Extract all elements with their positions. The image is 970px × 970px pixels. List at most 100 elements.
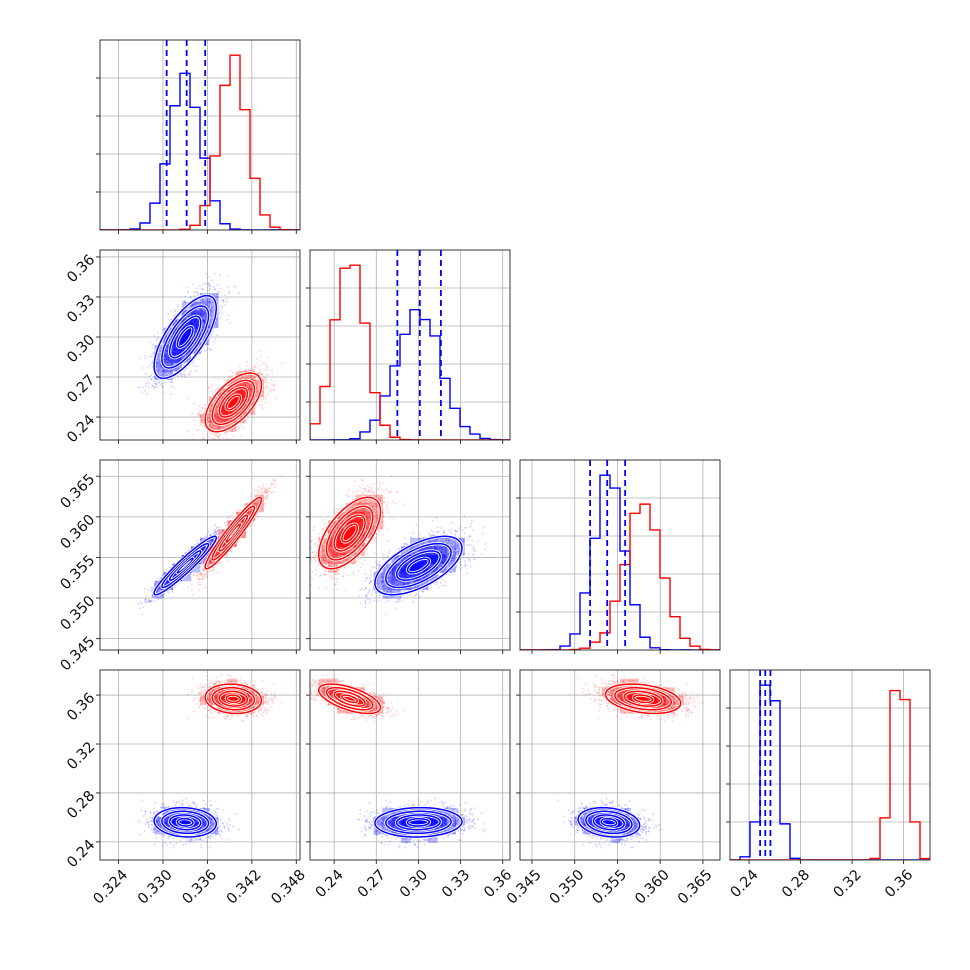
panel-content <box>100 40 300 230</box>
scatter-point <box>157 372 160 375</box>
scatter-point <box>221 312 224 314</box>
scatter-point <box>197 307 200 310</box>
scatter-point <box>196 302 199 304</box>
scatter-point <box>208 306 210 309</box>
scatter-point <box>205 303 208 306</box>
scatter-point <box>255 385 258 388</box>
scatter-point <box>155 365 158 367</box>
panel-1-0 <box>96 249 301 444</box>
scatter-point <box>249 383 252 386</box>
scatter-point <box>156 381 159 384</box>
scatter-point <box>214 434 217 436</box>
scatter-point <box>249 385 251 387</box>
scatter-point <box>183 372 185 375</box>
scatter-point <box>216 419 219 422</box>
scatter-point <box>265 381 267 383</box>
scatter-point <box>155 382 157 385</box>
scatter-point <box>209 309 212 312</box>
density-cell <box>227 414 237 424</box>
scatter-point <box>261 398 264 401</box>
scatter-point <box>217 284 219 286</box>
scatter-point <box>206 330 209 333</box>
scatter-point <box>158 360 161 362</box>
scatter-point <box>214 412 217 415</box>
scatter-point <box>223 378 225 381</box>
scatter-point <box>213 288 216 291</box>
scatter-point <box>256 383 258 385</box>
scatter-point <box>142 386 145 389</box>
density-cell <box>200 310 210 320</box>
scatter-point <box>213 413 216 416</box>
scatter-point <box>261 390 264 393</box>
scatter-point <box>205 273 208 276</box>
scatter-point <box>240 371 243 373</box>
scatter-point <box>213 390 216 393</box>
scatter-point <box>192 303 194 306</box>
scatter-point <box>170 310 173 312</box>
scatter-point <box>261 407 264 410</box>
scatter-point <box>210 538 213 541</box>
scatter-point <box>215 417 218 420</box>
scatter-point <box>198 414 201 416</box>
scatter-point <box>180 314 183 316</box>
scatter-point <box>153 376 156 379</box>
scatter-point <box>247 384 250 387</box>
scatter-point <box>202 413 205 416</box>
scatter-point <box>207 386 210 389</box>
scatter-point <box>202 422 205 424</box>
scatter-point <box>216 419 219 422</box>
scatter-point <box>226 379 229 382</box>
scatter-point <box>264 368 267 371</box>
contour-line <box>153 294 218 380</box>
scatter-point <box>212 424 215 427</box>
scatter-point <box>228 376 231 379</box>
scatter-point <box>216 411 219 414</box>
scatter-point <box>166 370 169 372</box>
scatter-point <box>217 296 220 299</box>
scatter-point <box>171 325 174 327</box>
scatter-point <box>246 360 248 363</box>
scatter-point <box>189 295 192 298</box>
scatter-point <box>154 382 157 385</box>
scatter-point <box>247 383 250 386</box>
scatter-point <box>212 432 215 435</box>
scatter-point <box>197 300 200 302</box>
scatter-point <box>218 426 221 429</box>
scatter-point <box>200 309 202 311</box>
scatter-point <box>209 287 211 290</box>
density-cell <box>236 405 246 415</box>
scatter-point <box>206 343 208 345</box>
scatter-point <box>214 415 216 417</box>
scatter-point <box>210 312 213 315</box>
scatter-point <box>141 613 144 616</box>
density-cell <box>254 379 264 389</box>
scatter-point <box>191 283 194 286</box>
scatter-point <box>214 414 216 417</box>
scatter-point <box>199 307 202 310</box>
scatter-point <box>215 434 218 437</box>
scatter-point <box>208 421 211 423</box>
contour-line <box>211 379 256 426</box>
scatter-point <box>246 385 249 387</box>
scatter-point <box>209 407 212 410</box>
scatter-point <box>212 286 215 289</box>
scatter-point <box>254 376 256 378</box>
scatter-point <box>146 392 148 395</box>
scatter-point <box>259 360 262 363</box>
scatter-point <box>160 384 163 386</box>
scatter-point <box>212 424 214 427</box>
scatter-point <box>170 380 173 382</box>
scatter-point <box>199 301 202 304</box>
scatter-point <box>264 377 267 380</box>
scatter-point <box>231 429 234 432</box>
scatter-point <box>251 378 254 381</box>
scatter-point <box>209 410 211 413</box>
scatter-point <box>255 396 257 398</box>
scatter-point <box>218 377 221 380</box>
scatter-point <box>252 377 255 380</box>
contour-line <box>204 372 263 433</box>
scatter-point <box>177 304 180 306</box>
density-cell <box>218 422 228 432</box>
scatter-point <box>247 375 250 377</box>
scatter-point <box>152 387 155 390</box>
